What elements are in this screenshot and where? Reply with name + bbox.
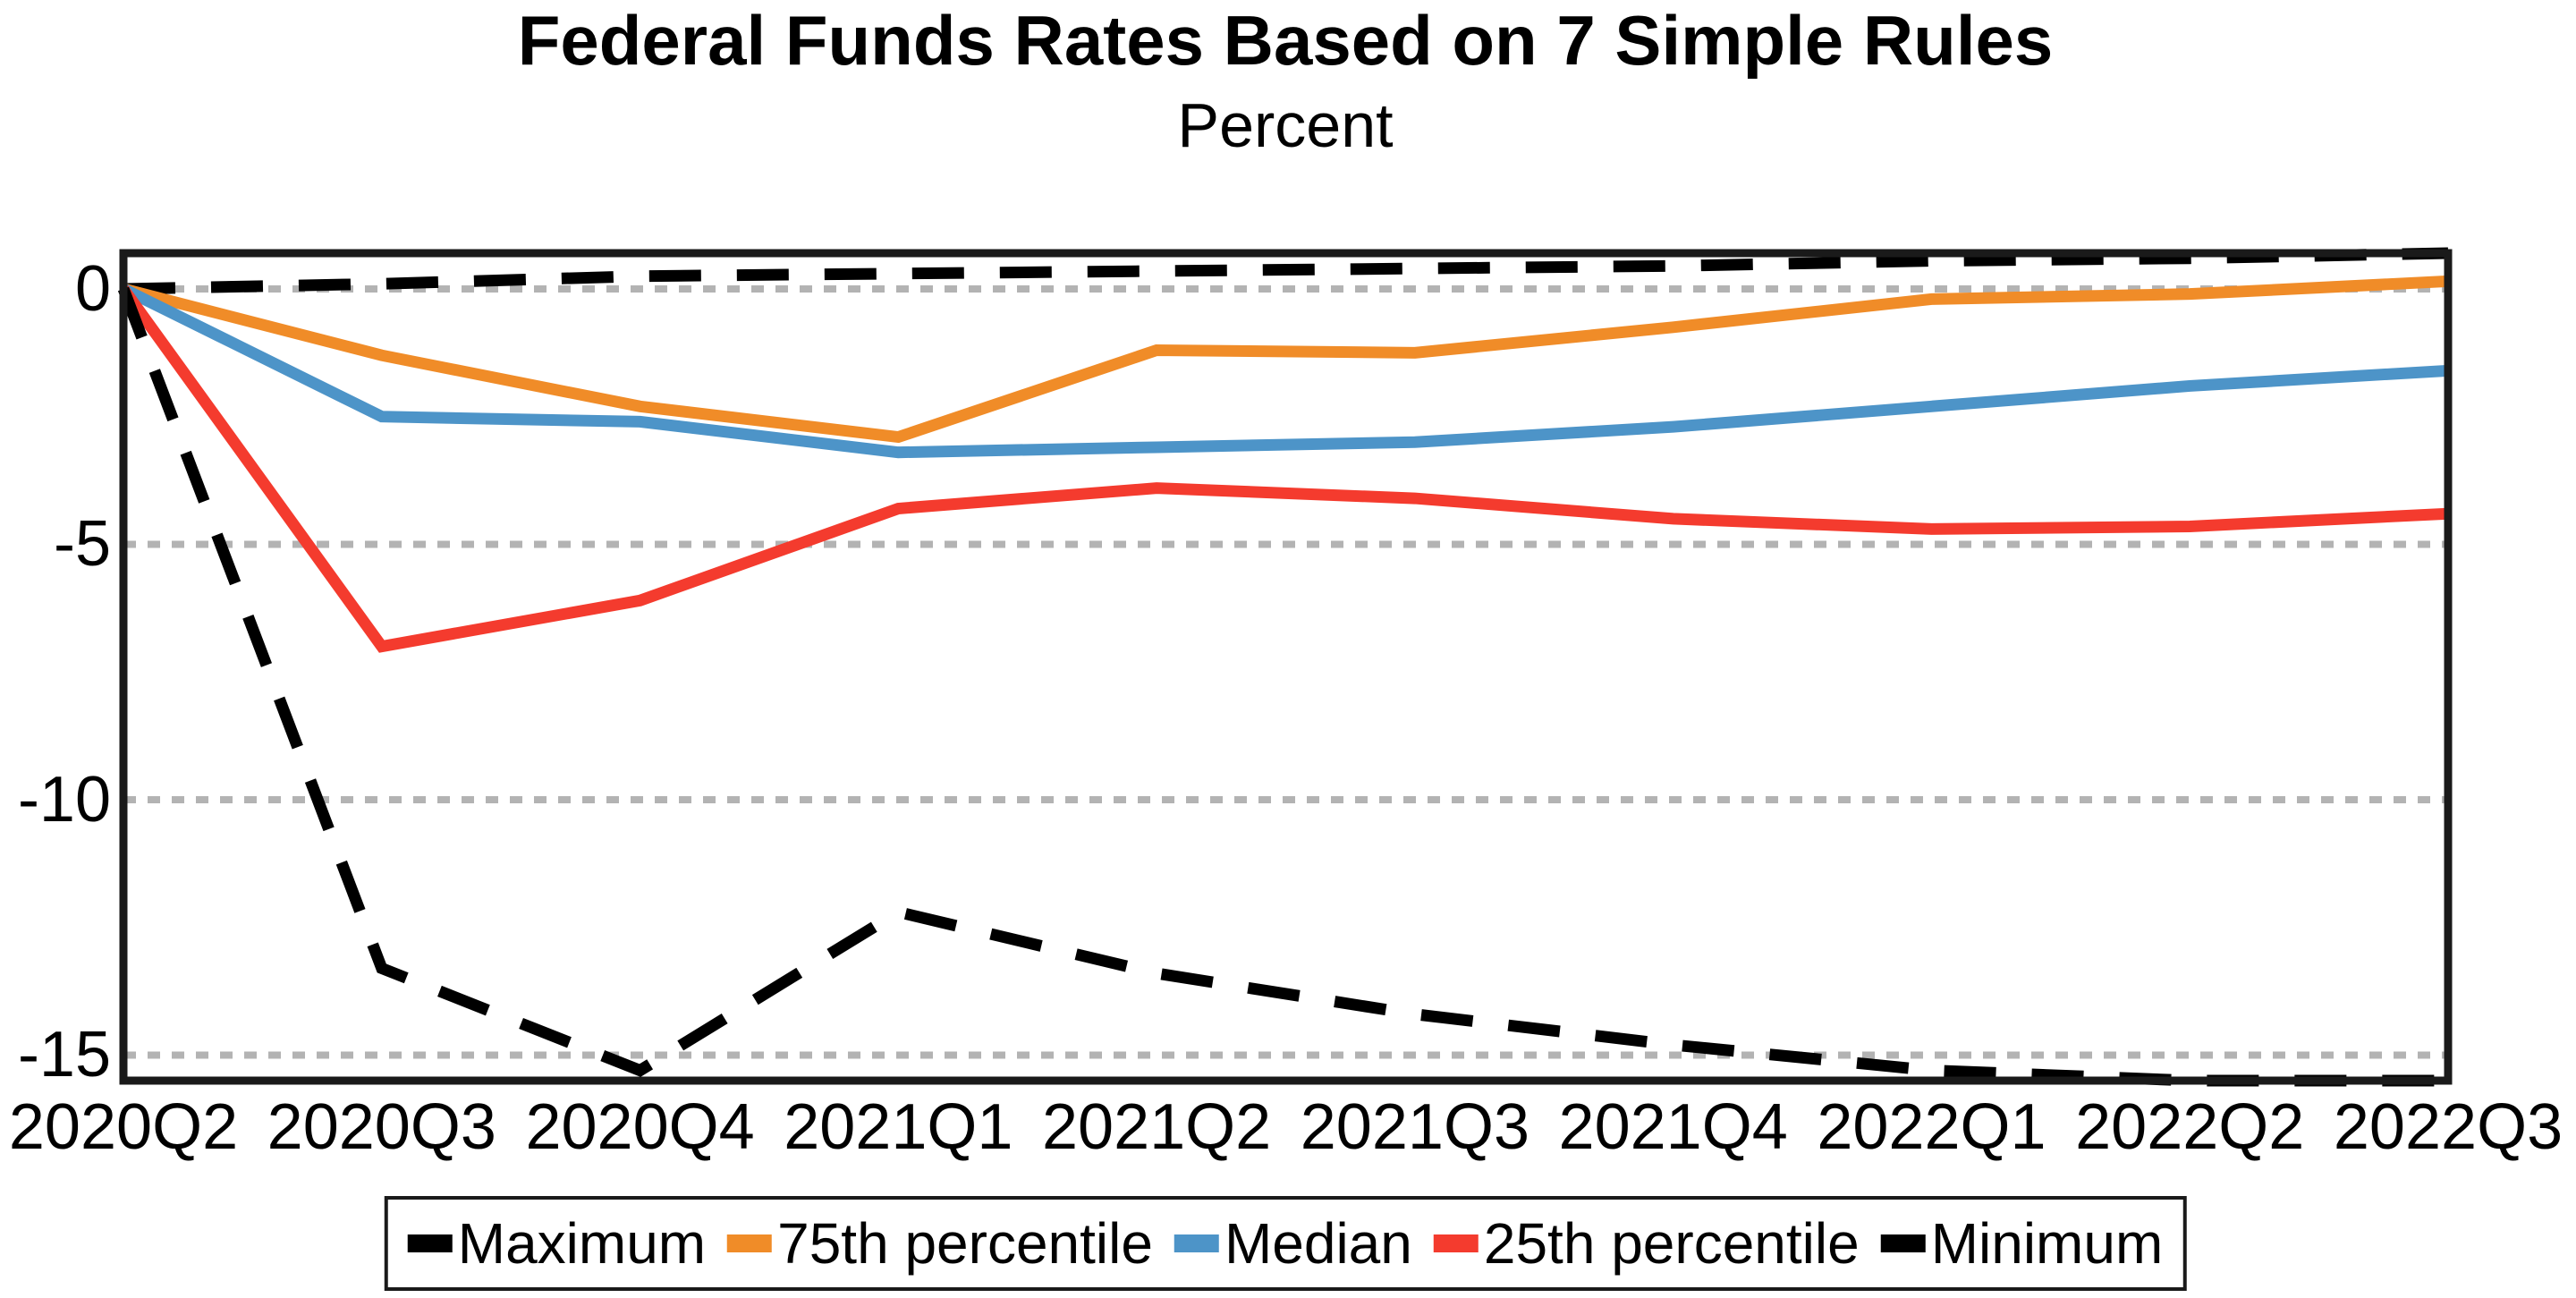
plot-area: [117, 247, 2453, 1087]
x-tick-label: 2021Q3: [1300, 1091, 1530, 1163]
legend: Maximum 75th percentile Median 25th percent…: [384, 1196, 2187, 1292]
legend-swatch-minimum: [1880, 1234, 1926, 1253]
x-tick-label: 2022Q1: [1817, 1091, 2046, 1163]
x-tick-label: 2021Q1: [784, 1091, 1013, 1163]
x-tick-label: 2021Q4: [1558, 1091, 1788, 1163]
legend-swatch-median: [1174, 1234, 1219, 1253]
legend-item: Median: [1174, 1212, 1412, 1275]
chart-title: Federal Funds Rates Based on 7 Simple Ru…: [517, 1, 2054, 80]
y-tick-label: 0: [74, 252, 111, 325]
legend-label: Maximum: [457, 1211, 707, 1276]
y-tick-label: -5: [53, 508, 111, 581]
legend-label: Minimum: [1930, 1211, 2164, 1276]
plot-canvas: [117, 247, 2453, 1087]
legend-item: 25th percentile: [1433, 1211, 1860, 1276]
series-line-25th-percentile: [118, 285, 2449, 653]
legend-swatch-maximum: [407, 1234, 453, 1253]
legend-label: 25th percentile: [1483, 1211, 1860, 1276]
legend-swatch-25th-percentile: [1433, 1234, 1479, 1253]
legend-item: 75th percentile: [727, 1212, 1153, 1275]
series-line-maximum: [123, 247, 2449, 295]
x-tick-label: 2020Q4: [525, 1091, 755, 1163]
plot-border: [119, 249, 2453, 1085]
x-tick-label: 2020Q2: [8, 1091, 239, 1163]
legend-item: Maximum: [407, 1211, 707, 1276]
series-line-75th-percentile: [122, 275, 2449, 444]
chart-subtitle: Percent: [1177, 90, 1394, 160]
series-line-median: [121, 284, 2449, 459]
y-tick-label: -15: [17, 1019, 111, 1091]
legend-label: 75th percentile: [777, 1211, 1153, 1276]
legend-swatch-75th-percentile: [727, 1234, 773, 1253]
x-tick-label: 2021Q2: [1042, 1091, 1272, 1163]
series-line-minimum: [117, 286, 2448, 1087]
legend-label: Median: [1224, 1211, 1412, 1276]
legend-item: Minimum: [1880, 1211, 2164, 1276]
x-tick-label: 2020Q3: [267, 1091, 496, 1163]
x-tick-label: 2022Q3: [2333, 1091, 2563, 1163]
y-tick-label: -10: [17, 763, 111, 836]
x-tick-label: 2022Q2: [2075, 1091, 2305, 1163]
